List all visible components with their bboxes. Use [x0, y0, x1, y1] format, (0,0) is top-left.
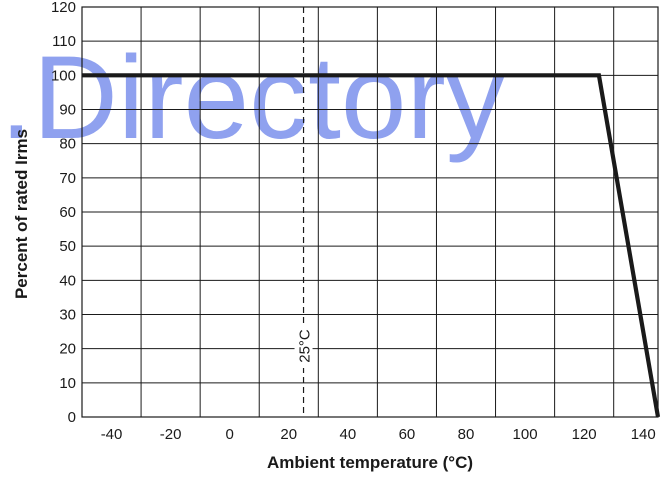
y-tick-label: 80	[59, 136, 76, 153]
x-tick-label: 60	[399, 426, 416, 443]
y-tick-label: 60	[59, 204, 76, 221]
y-tick-label: 50	[59, 238, 76, 255]
x-tick-label: 20	[280, 426, 297, 443]
y-tick-label: 30	[59, 307, 76, 324]
y-tick-label: 70	[59, 170, 76, 187]
x-axis-title: Ambient temperature (°C)	[267, 453, 473, 472]
x-tick-label: -20	[160, 426, 182, 443]
y-tick-label: 10	[59, 375, 76, 392]
y-tick-label: 40	[59, 272, 76, 289]
y-tick-label: 110	[52, 33, 76, 50]
x-tick-label: 0	[226, 426, 234, 443]
y-tick-label: 90	[59, 102, 76, 119]
y-tick-label: 20	[59, 341, 76, 358]
x-tick-label: 80	[458, 426, 475, 443]
x-tick-label: 100	[513, 426, 538, 443]
y-tick-label: 100	[51, 67, 76, 84]
y-tick-label: 120	[51, 0, 76, 16]
x-tick-label: 120	[572, 426, 597, 443]
x-tick-label: 40	[340, 426, 357, 443]
y-tick-label: 0	[68, 409, 76, 426]
reference-line-label: 25°C	[297, 329, 314, 363]
y-axis-title: Percent of rated Irms	[12, 129, 31, 299]
x-tick-label: 140	[631, 426, 656, 443]
x-tick-label: -40	[101, 426, 123, 443]
